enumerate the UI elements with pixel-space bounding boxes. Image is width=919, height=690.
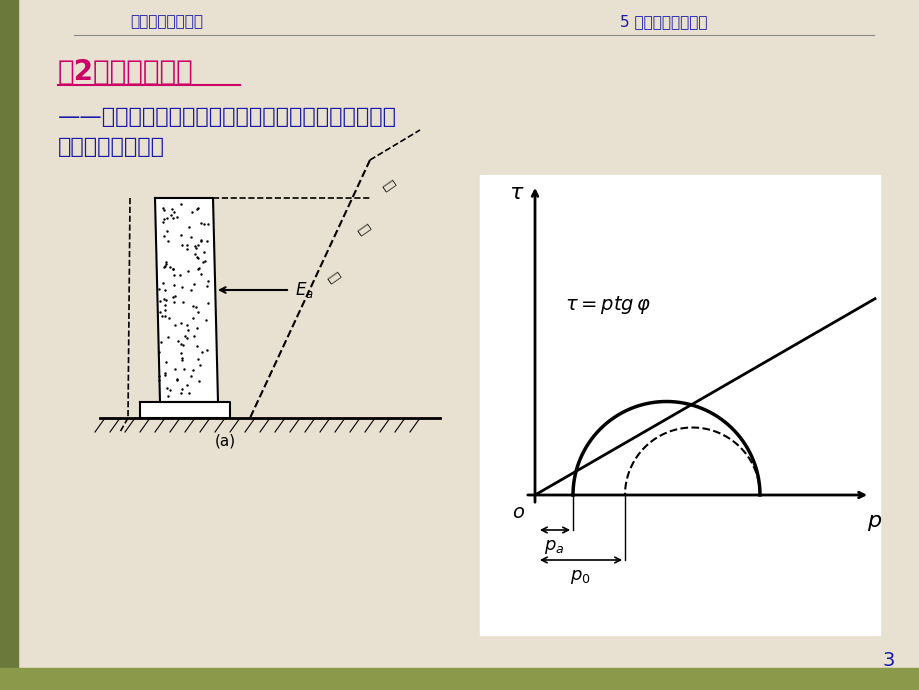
Text: 3: 3 (881, 651, 894, 669)
Polygon shape (154, 198, 218, 402)
Text: （2）主动土压力: （2）主动土压力 (58, 58, 194, 86)
Text: $p_0$: $p_0$ (569, 568, 590, 586)
Text: $o$: $o$ (512, 503, 525, 522)
Text: 土力学与地基基础: 土力学与地基基础 (130, 14, 203, 30)
Text: $p$: $p$ (867, 513, 881, 533)
Text: 背的侧向土压力。: 背的侧向土压力。 (58, 137, 165, 157)
Polygon shape (140, 402, 230, 418)
Text: 5 土压力与边坡稳定: 5 土压力与边坡稳定 (619, 14, 707, 30)
Text: $\tau$: $\tau$ (509, 183, 524, 203)
Bar (0, 668, 919, 690)
Text: $\tau = p\mathregular{tg}\,\varphi$: $\tau = p\mathregular{tg}\,\varphi$ (564, 294, 650, 316)
Text: 面: 面 (324, 270, 341, 285)
Bar (480, 175, 879, 635)
Text: $p_a$: $p_a$ (543, 538, 563, 556)
Text: 动: 动 (355, 222, 371, 237)
Text: (a): (a) (214, 433, 235, 448)
Text: $E_a$: $E_a$ (295, 280, 313, 300)
Bar (0, 0, 18, 690)
Text: 滑: 滑 (380, 178, 396, 193)
Text: ——土推墙，填土处于主动极限平衡状态时，作用于墙: ——土推墙，填土处于主动极限平衡状态时，作用于墙 (58, 107, 397, 127)
